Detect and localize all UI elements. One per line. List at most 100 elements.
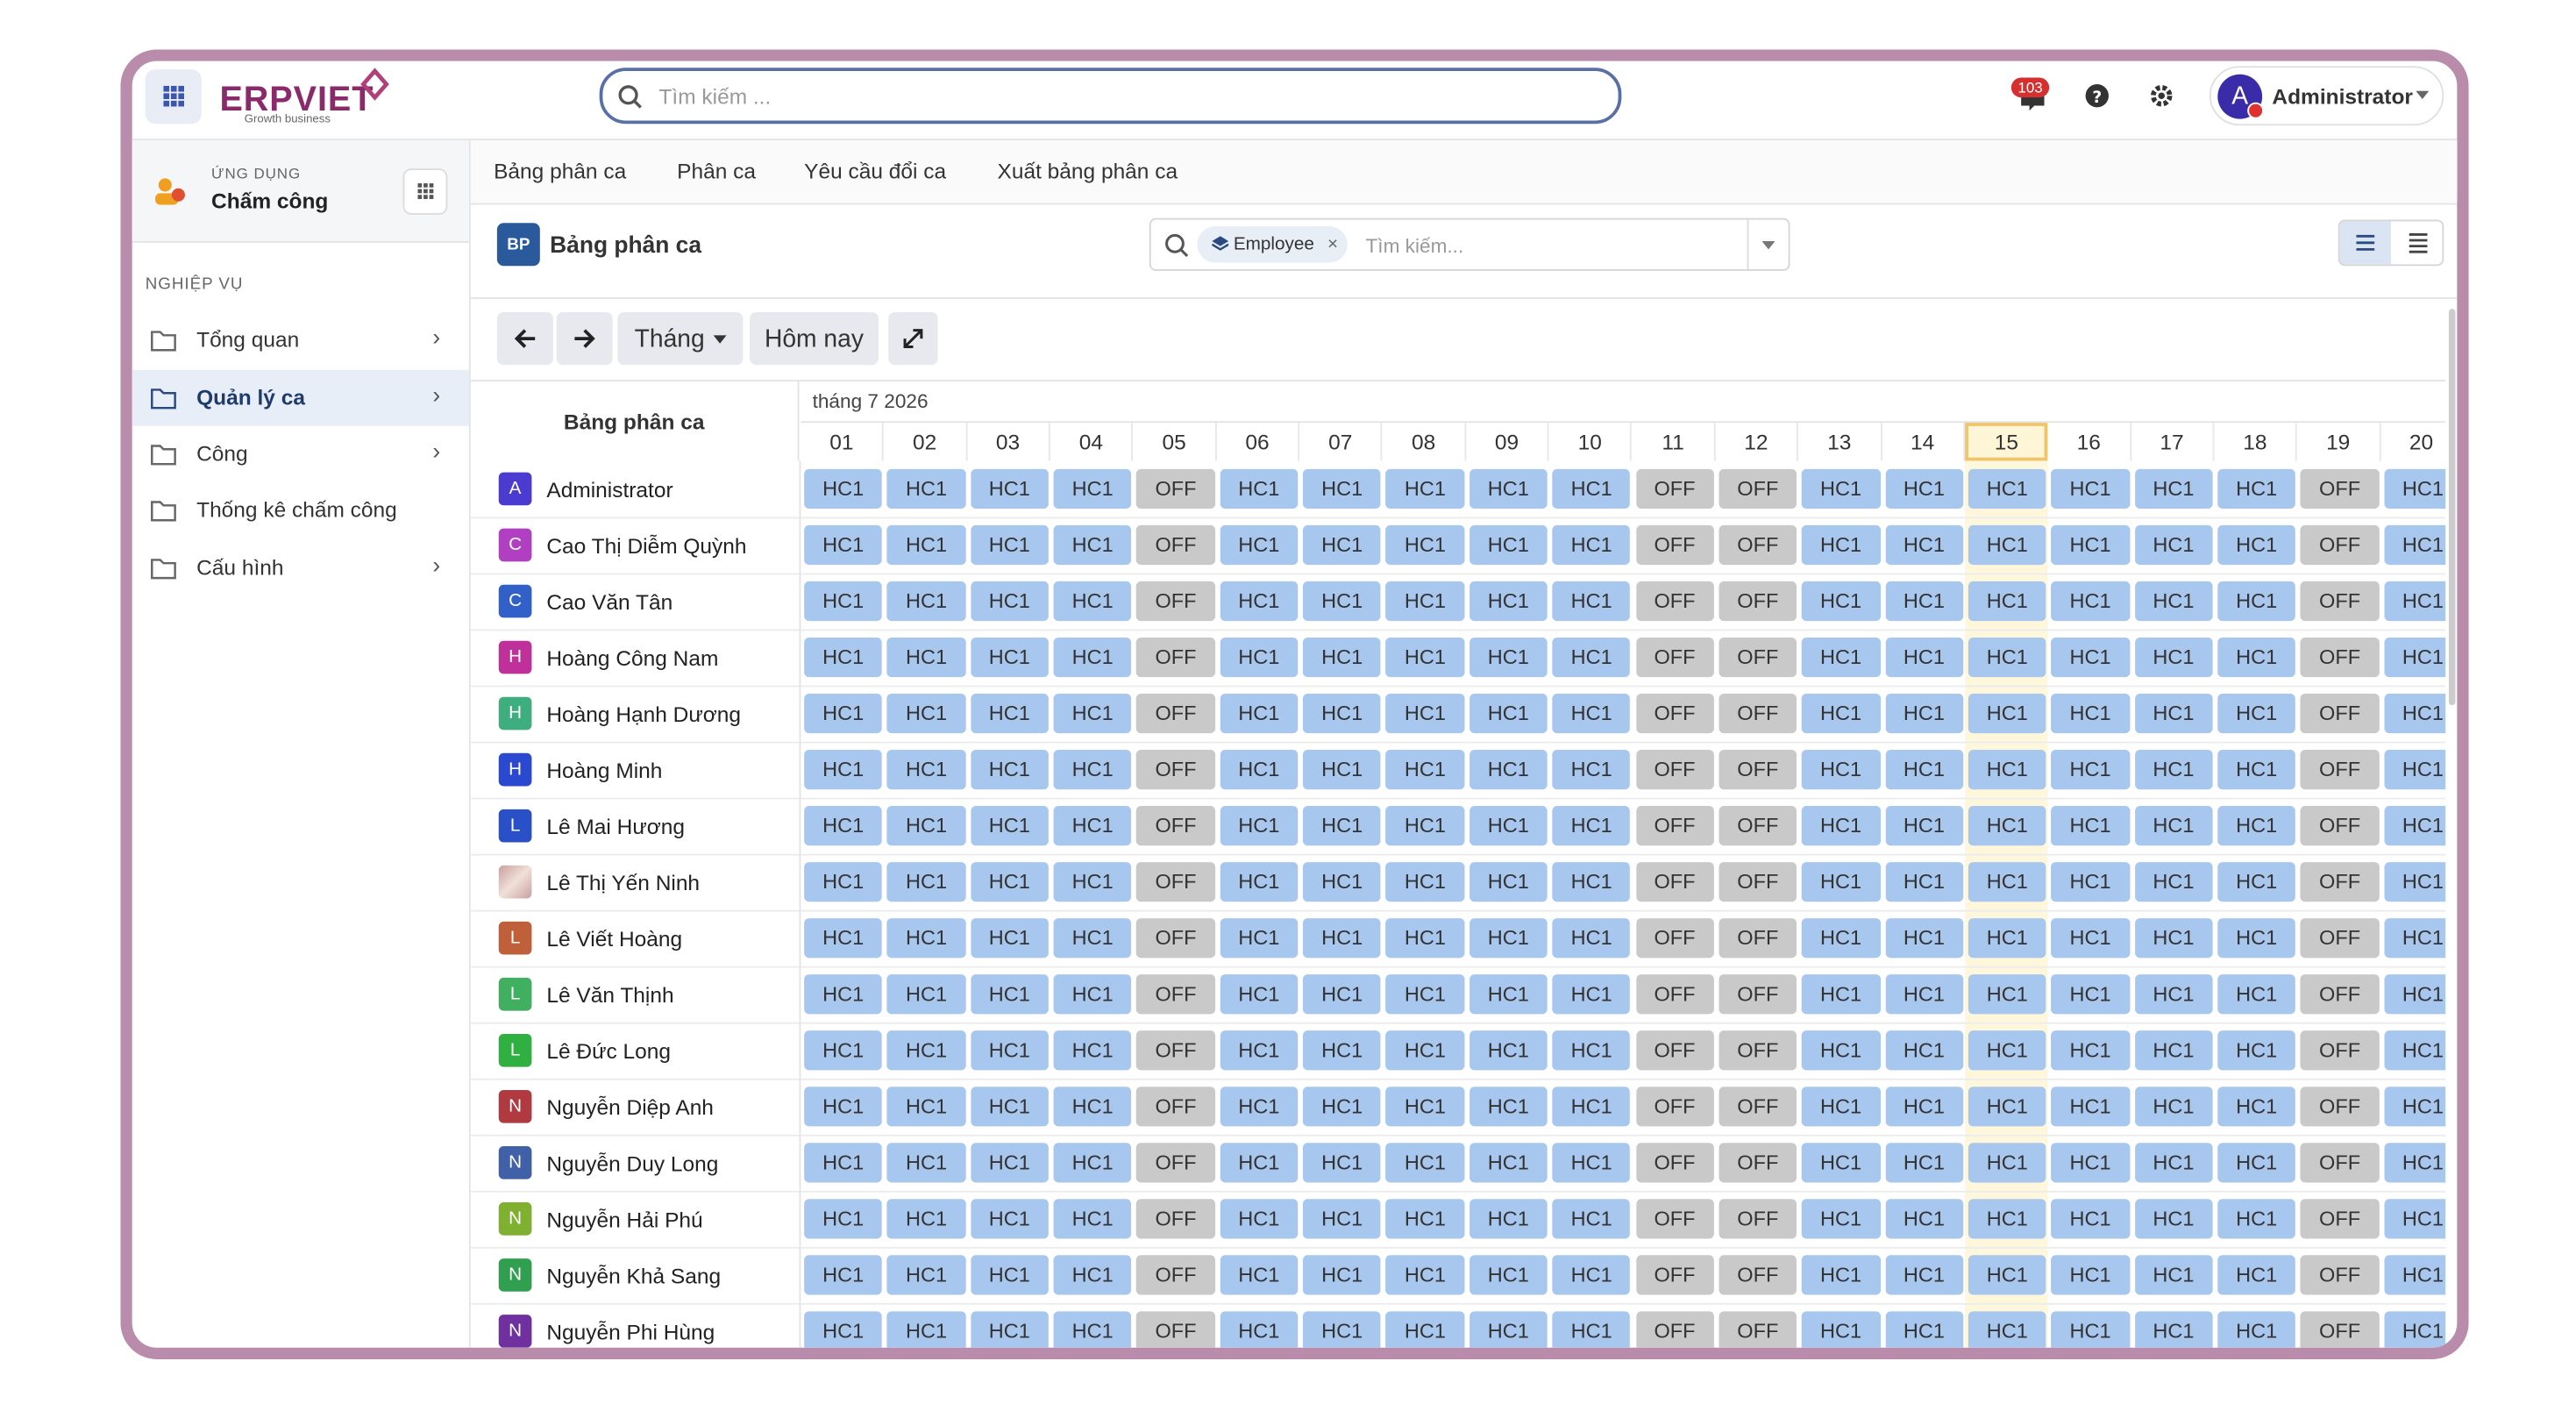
shift-cell[interactable]: HC1	[886, 1087, 966, 1127]
shift-cell[interactable]: HC1	[1220, 1087, 1299, 1127]
shift-cell[interactable]: HC1	[1053, 862, 1132, 902]
shift-cell[interactable]: HC1	[886, 1311, 966, 1348]
shift-cell[interactable]: HC1	[1220, 1255, 1299, 1295]
shift-cell[interactable]: HC1	[1552, 693, 1631, 734]
shift-cell[interactable]: HC1	[1385, 637, 1465, 678]
shift-cell[interactable]: HC1	[970, 1311, 1049, 1348]
employee-name[interactable]: Lê Thị Yến Ninh	[546, 870, 701, 895]
shift-cell[interactable]: OFF	[2300, 637, 2380, 678]
shift-cell[interactable]: HC1	[970, 750, 1049, 790]
shift-cell[interactable]: HC1	[1303, 1030, 1382, 1071]
shift-cell[interactable]: HC1	[804, 1311, 883, 1348]
shift-cell[interactable]: HC1	[1802, 468, 1881, 510]
shift-cell[interactable]: HC1	[1802, 1311, 1881, 1348]
shift-cell[interactable]: HC1	[1552, 1143, 1631, 1183]
shift-cell[interactable]: HC1	[1053, 1255, 1132, 1295]
shift-cell[interactable]: OFF	[1635, 468, 1714, 510]
shift-cell[interactable]: OFF	[1136, 693, 1215, 734]
shift-cell[interactable]: HC1	[2383, 862, 2446, 902]
shift-cell[interactable]: HC1	[2134, 693, 2213, 734]
shift-cell[interactable]: HC1	[2051, 524, 2130, 566]
shift-cell[interactable]: OFF	[1635, 1199, 1714, 1239]
shift-cell[interactable]: HC1	[1053, 524, 1132, 566]
shift-cell[interactable]: HC1	[1385, 862, 1465, 902]
shift-cell[interactable]: HC1	[1385, 1255, 1465, 1295]
menu-item[interactable]: Tổng quan ›	[132, 312, 469, 368]
shift-cell[interactable]: HC1	[2217, 1199, 2296, 1239]
shift-cell[interactable]: HC1	[2051, 1311, 2130, 1348]
shift-cell[interactable]: HC1	[1303, 750, 1382, 790]
shift-cell[interactable]: HC1	[970, 974, 1049, 1015]
shift-cell[interactable]: HC1	[1303, 693, 1382, 734]
shift-cell[interactable]: HC1	[1968, 1087, 2046, 1127]
employee-name[interactable]: Cao Văn Tân	[546, 589, 673, 615]
shift-cell[interactable]: HC1	[1552, 1311, 1631, 1348]
shift-cell[interactable]: HC1	[1469, 1143, 1548, 1183]
shift-cell[interactable]: HC1	[2383, 1087, 2446, 1127]
shift-cell[interactable]: HC1	[1385, 974, 1465, 1015]
shift-cell[interactable]: HC1	[2217, 581, 2296, 622]
shift-cell[interactable]: OFF	[1136, 581, 1215, 622]
shift-cell[interactable]: HC1	[2217, 806, 2296, 846]
shift-cell[interactable]: HC1	[804, 1255, 883, 1295]
shift-cell[interactable]: OFF	[1635, 693, 1714, 734]
shift-cell[interactable]: HC1	[1802, 862, 1881, 902]
shift-cell[interactable]: HC1	[804, 862, 883, 902]
shift-cell[interactable]: HC1	[1303, 1143, 1382, 1183]
employee-name[interactable]: Lê Văn Thịnh	[546, 982, 674, 1008]
shift-cell[interactable]: HC1	[1968, 862, 2046, 902]
shift-cell[interactable]: HC1	[2134, 1087, 2213, 1127]
filter-box[interactable]: Employee × Tìm kiếm...	[1149, 217, 1790, 271]
shift-cell[interactable]: HC1	[1884, 1255, 1964, 1295]
shift-cell[interactable]: OFF	[1136, 918, 1215, 959]
shift-cell[interactable]: HC1	[1884, 974, 1964, 1015]
shift-cell[interactable]: HC1	[1552, 524, 1631, 566]
shift-cell[interactable]: HC1	[886, 581, 966, 622]
shift-cell[interactable]: OFF	[1635, 1030, 1714, 1071]
next-button[interactable]	[556, 311, 613, 366]
shift-cell[interactable]: HC1	[1884, 750, 1964, 790]
shift-cell[interactable]: HC1	[1303, 1087, 1382, 1127]
shift-cell[interactable]: HC1	[1385, 1087, 1465, 1127]
shift-cell[interactable]: HC1	[1552, 1087, 1631, 1127]
shift-cell[interactable]: HC1	[1053, 468, 1132, 510]
shift-cell[interactable]: HC1	[886, 862, 966, 902]
employee-name[interactable]: Lê Mai Hương	[546, 814, 686, 839]
shift-cell[interactable]: HC1	[1469, 1311, 1548, 1348]
shift-cell[interactable]: HC1	[2383, 1311, 2446, 1348]
shift-cell[interactable]: OFF	[1635, 1311, 1714, 1348]
shift-cell[interactable]: HC1	[2217, 693, 2296, 734]
shift-cell[interactable]: HC1	[1968, 1255, 2046, 1295]
shift-cell[interactable]: HC1	[2051, 1087, 2130, 1127]
shift-cell[interactable]: HC1	[1968, 1030, 2046, 1071]
shift-cell[interactable]: HC1	[2134, 1255, 2213, 1295]
tab[interactable]: Bảng phân ca	[494, 158, 627, 184]
employee-name[interactable]: Administrator	[546, 477, 673, 502]
logo[interactable]: ERPVIET	[219, 81, 374, 119]
shift-cell[interactable]: HC1	[1802, 581, 1881, 622]
shift-cell[interactable]: OFF	[1635, 806, 1714, 846]
shift-cell[interactable]: HC1	[2217, 637, 2296, 678]
shift-cell[interactable]: OFF	[1719, 862, 1797, 902]
expand-button[interactable]	[888, 311, 938, 366]
shift-cell[interactable]: HC1	[1303, 468, 1382, 510]
shift-cell[interactable]: HC1	[1968, 918, 2046, 959]
shift-cell[interactable]: HC1	[1385, 806, 1465, 846]
shift-cell[interactable]: OFF	[1719, 1030, 1797, 1071]
shift-cell[interactable]: OFF	[1719, 1087, 1797, 1127]
shift-cell[interactable]: HC1	[1220, 637, 1299, 678]
shift-cell[interactable]: HC1	[970, 693, 1049, 734]
shift-cell[interactable]: HC1	[2217, 750, 2296, 790]
shift-cell[interactable]: HC1	[2383, 1255, 2446, 1295]
shift-cell[interactable]: OFF	[2300, 806, 2380, 846]
shift-cell[interactable]: HC1	[1552, 750, 1631, 790]
shift-cell[interactable]: HC1	[1469, 1199, 1548, 1239]
shift-cell[interactable]: HC1	[2134, 1311, 2213, 1348]
shift-cell[interactable]: HC1	[1220, 750, 1299, 790]
shift-cell[interactable]: OFF	[1136, 1143, 1215, 1183]
shift-cell[interactable]: HC1	[1968, 637, 2046, 678]
shift-cell[interactable]: HC1	[804, 693, 883, 734]
shift-cell[interactable]: OFF	[1719, 1255, 1797, 1295]
shift-cell[interactable]: HC1	[970, 1030, 1049, 1071]
shift-cell[interactable]: HC1	[2383, 806, 2446, 846]
